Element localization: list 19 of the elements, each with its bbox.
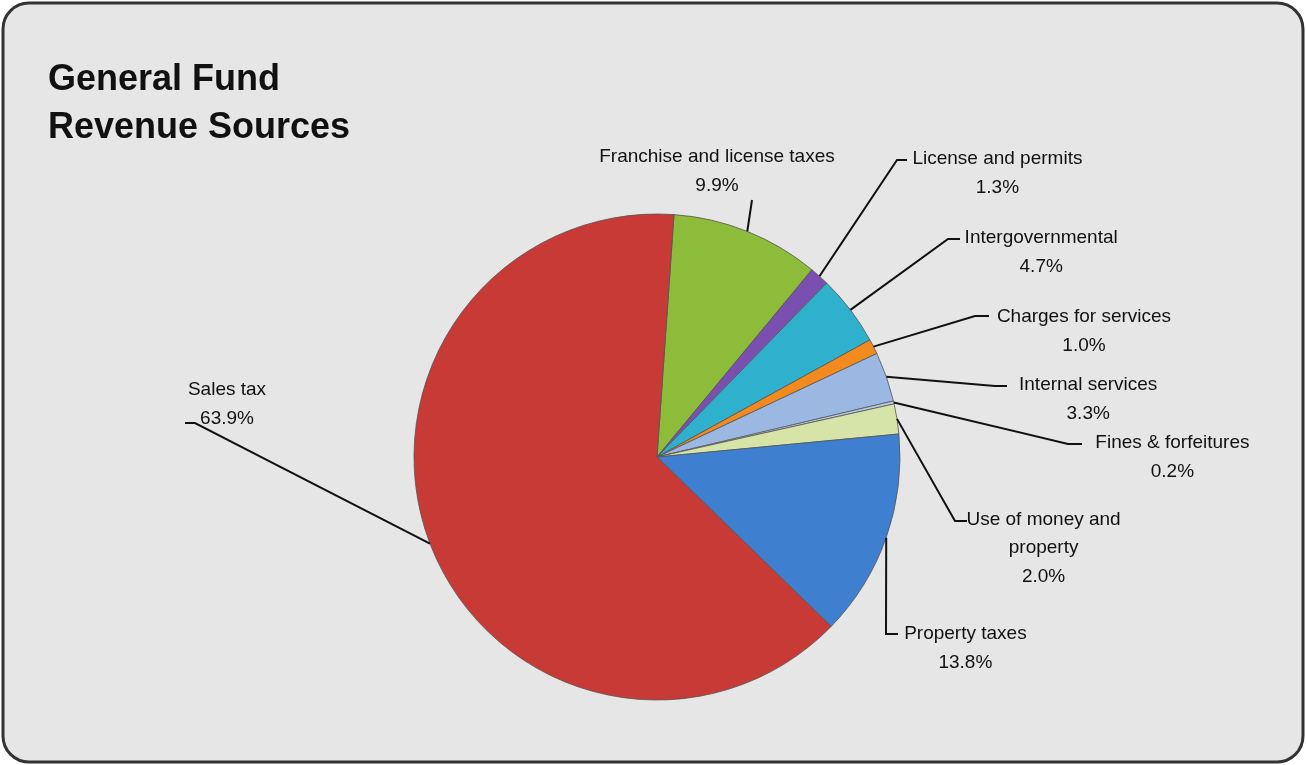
data-label: 1.3% (975, 176, 1020, 197)
data-label: 0.2% (1150, 460, 1195, 481)
slice-label: Internal services (1019, 373, 1158, 394)
slice-label: License and permits (912, 147, 1083, 168)
slice-label: Sales tax (187, 378, 267, 399)
slice-label: Intergovernmental (964, 226, 1118, 247)
slice-label: Charges for services (996, 305, 1172, 326)
data-label: 63.9% (200, 407, 255, 428)
data-label: 4.7% (1019, 255, 1063, 276)
data-label: 1.0% (1062, 334, 1106, 355)
data-label: 9.9% (695, 174, 739, 195)
data-label: 2.0% (1021, 565, 1066, 586)
slice-label: Property taxes (904, 622, 1027, 643)
slice-label: Use of money and property (966, 508, 1121, 557)
slice-label: Franchise and license taxes (599, 145, 835, 166)
slice-label: Fines & forfeitures (1095, 431, 1250, 452)
data-label: 3.3% (1066, 402, 1110, 423)
chart-title: General Fund Revenue Sources (48, 57, 351, 146)
data-label: 13.8% (938, 651, 993, 672)
